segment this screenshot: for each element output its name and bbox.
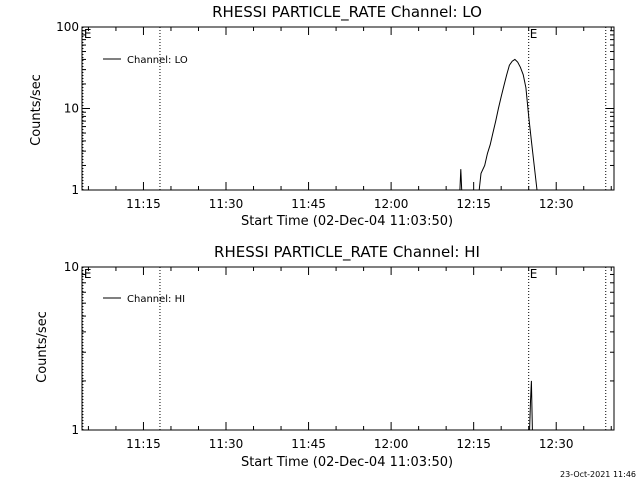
hi-x-tick-label: 12:30 [539,437,574,451]
lo-x-axis-label: Start Time (02-Dec-04 11:03:50) [241,214,453,229]
hi-y-tick-label: 10 [64,260,79,274]
hi-channel-panel: RHESSI PARTICLE_RATE Channel: HI Counts/… [35,243,615,470]
hi-chart-title: RHESSI PARTICLE_RATE Channel: HI [214,243,480,262]
lo-x-tick-label: 12:15 [456,197,491,211]
hi-y-axis-label: Counts/sec [35,311,50,383]
hi-series-line [529,380,533,431]
lo-channel-panel: RHESSI PARTICLE_RATE Channel: LO Counts/… [29,3,615,229]
lo-y-axis-label: Counts/sec [29,74,44,146]
lo-legend-label: Channel: LO [127,55,188,66]
hi-legend-label: Channel: HI [127,294,185,305]
hi-x-axis-label: Start Time (02-Dec-04 11:03:50) [241,455,453,470]
lo-y-tick-label: 100 [56,20,79,34]
hi-x-tick-label: 12:00 [374,437,409,451]
lo-y-tick-label: 10 [64,102,79,116]
lo-series-line [459,169,463,191]
lo-x-tick-label: 12:30 [539,197,574,211]
hi-time-marker-label: E [84,267,92,281]
hi-x-tick-label: 11:30 [209,437,244,451]
lo-x-tick-label: 11:45 [291,197,326,211]
lo-chart-title: RHESSI PARTICLE_RATE Channel: LO [212,3,482,22]
lo-y-tick-label: 1 [71,183,79,197]
hi-time-marker-label: E [530,267,538,281]
lo-x-tick-label: 11:15 [126,197,161,211]
lo-series-line [478,58,538,191]
hi-x-tick-label: 11:45 [291,437,326,451]
hi-plot-frame [81,266,615,431]
plot-timestamp: 23-Oct-2021 11:46 [560,470,636,479]
lo-x-tick-label: 11:30 [209,197,244,211]
hi-x-tick-label: 12:15 [456,437,491,451]
lo-time-marker-label: E [530,27,538,41]
lo-time-marker-label: E [84,27,92,41]
hi-y-tick-label: 1 [71,423,79,437]
hi-x-tick-label: 11:15 [126,437,161,451]
lo-x-tick-label: 12:00 [374,197,409,211]
